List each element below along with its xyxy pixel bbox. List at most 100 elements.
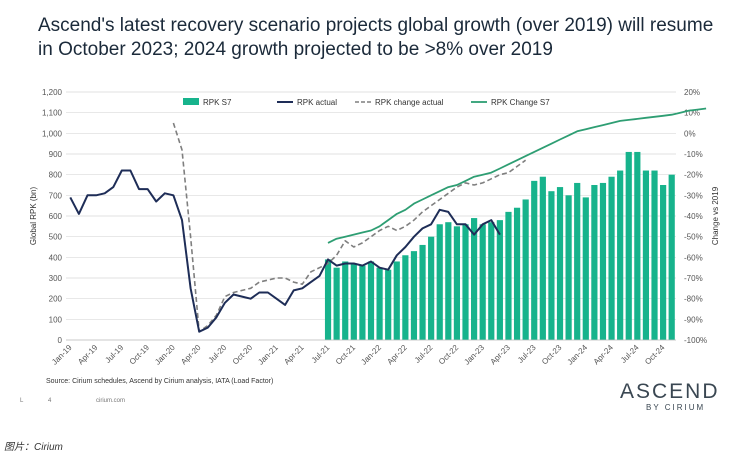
- rpk-s7-bar: [471, 218, 478, 340]
- legend-swatch-rpk-s7: [183, 98, 199, 105]
- rpk-s7-bar: [333, 267, 340, 340]
- x-tick-label: Jul-21: [310, 343, 332, 365]
- rpk-s7-bar: [393, 261, 400, 340]
- y-tick-label: 900: [49, 150, 63, 159]
- ascend-logo: ASCEND: [620, 380, 720, 403]
- page-number: 4: [48, 398, 52, 404]
- rpk-s7-bar: [324, 259, 332, 340]
- rpk-s7-bar: [582, 197, 589, 340]
- legend-label: RPK change actual: [375, 98, 444, 107]
- rpk-s7-bar: [539, 176, 546, 340]
- x-tick-label: Jan-21: [256, 343, 280, 367]
- rpk-s7-bar: [342, 261, 349, 340]
- rpk-s7-bar: [479, 224, 486, 340]
- rpk-s7-bar: [505, 211, 512, 340]
- legend-label: RPK actual: [297, 98, 337, 107]
- rpk-actual-line: [69, 169, 501, 333]
- y2-tick-label: -20%: [684, 171, 703, 180]
- rpk-s7-bar: [634, 151, 641, 340]
- y-tick-label: 1,200: [42, 88, 63, 97]
- rpk-s7-bar: [625, 151, 632, 340]
- x-tick-label: Jul-24: [619, 343, 641, 365]
- rpk-s7-bar: [599, 182, 607, 340]
- x-tick-label: Oct-23: [540, 343, 564, 367]
- y-axis-label: Global RPK (bn): [29, 187, 38, 246]
- rpk-s7-bar: [462, 224, 469, 340]
- x-tick-label: Oct-22: [437, 343, 461, 367]
- rpk-change-actual-line: [172, 122, 527, 333]
- y-tick-label: 200: [49, 295, 63, 304]
- x-tick-label: Jan-19: [50, 343, 74, 367]
- rpk-s7-bar: [410, 251, 418, 340]
- y-tick-label: 300: [49, 274, 63, 283]
- rpk-s7-bar: [591, 185, 598, 340]
- rpk-s7-bar: [496, 220, 503, 340]
- rpk-s7-bar: [513, 207, 521, 340]
- x-tick-label: Apr-20: [179, 343, 203, 367]
- rpk-s7-bar: [668, 174, 675, 340]
- source-note: Source: Cirium schedules, Ascend by Ciri…: [46, 378, 274, 385]
- x-tick-label: Jan-24: [566, 343, 590, 367]
- x-tick-label: Jan-22: [359, 343, 383, 367]
- y2-tick-label: -70%: [684, 274, 703, 283]
- rpk-s7-bar: [453, 226, 461, 340]
- y-tick-label: 600: [49, 212, 63, 221]
- x-tick-label: Oct-20: [231, 343, 255, 367]
- x-tick-label: Apr-21: [282, 343, 306, 367]
- rpk-s7-bar: [522, 199, 529, 340]
- rpk-s7-bar: [548, 191, 555, 340]
- y-tick-label: 1,000: [42, 129, 63, 138]
- x-tick-label: Oct-19: [128, 343, 152, 367]
- y2-tick-label: -10%: [684, 150, 703, 159]
- rpk-s7-bar: [419, 244, 426, 340]
- ascend-logo-subtitle: BY CIRIUM: [646, 403, 706, 412]
- rpk-s7-bar: [651, 170, 658, 340]
- rpk-s7-bar: [565, 195, 572, 340]
- x-tick-label: Jul-22: [413, 343, 435, 365]
- x-tick-label: Apr-24: [592, 343, 616, 367]
- image-caption: 图片：Cirium: [4, 442, 63, 453]
- x-tick-label: Oct-24: [643, 343, 667, 367]
- x-tick-label: Jul-23: [516, 343, 538, 365]
- y-tick-label: 800: [49, 171, 63, 180]
- y2-tick-label: -100%: [684, 336, 707, 345]
- x-tick-label: Apr-22: [385, 343, 409, 367]
- y-tick-label: 400: [49, 253, 63, 262]
- x-tick-label: Jul-20: [207, 343, 229, 365]
- rpk-s7-bar: [385, 269, 392, 340]
- y-tick-label: 700: [49, 191, 63, 200]
- rpk-s7-bar: [350, 263, 357, 340]
- rpk-s7-bar: [488, 222, 495, 340]
- chart-title: Ascend's latest recovery scenario projec…: [38, 15, 714, 60]
- rpk-s7-bar: [428, 236, 435, 340]
- site-url: cirium.com: [96, 398, 126, 404]
- rpk-s7-bar: [642, 170, 650, 340]
- x-tick-label: Apr-19: [76, 343, 100, 367]
- x-tick-label: Oct-21: [334, 343, 358, 367]
- y-tick-label: 100: [49, 315, 63, 324]
- y2-axis-label: Change vs 2019: [711, 186, 720, 245]
- rpk-s7-bar: [617, 170, 624, 340]
- rpk-s7-bar: [445, 222, 452, 340]
- y2-tick-label: 10%: [684, 109, 700, 118]
- y2-tick-label: 0%: [684, 129, 696, 138]
- x-tick-label: Jan-23: [462, 343, 486, 367]
- rpk-s7-bar: [359, 265, 366, 340]
- rpk-s7-bar: [436, 224, 443, 340]
- rpk-s7-bar: [531, 180, 538, 340]
- y2-tick-label: 20%: [684, 88, 700, 97]
- legend-label: RPK S7: [203, 98, 232, 107]
- y-tick-label: 0: [58, 336, 63, 345]
- y2-tick-label: -60%: [684, 253, 703, 262]
- y-tick-label: 500: [49, 233, 63, 242]
- rpk-s7-bar: [376, 267, 383, 340]
- x-tick-label: Apr-23: [489, 343, 513, 367]
- y2-tick-label: -80%: [684, 295, 703, 304]
- rpk-s7-bar: [402, 255, 409, 340]
- x-tick-label: Jan-20: [153, 343, 177, 367]
- rpk-s7-bar: [608, 176, 615, 340]
- y2-tick-label: -30%: [684, 191, 703, 200]
- y2-tick-label: -90%: [684, 315, 703, 324]
- x-tick-label: Jul-19: [103, 343, 125, 365]
- y2-tick-label: -40%: [684, 212, 703, 221]
